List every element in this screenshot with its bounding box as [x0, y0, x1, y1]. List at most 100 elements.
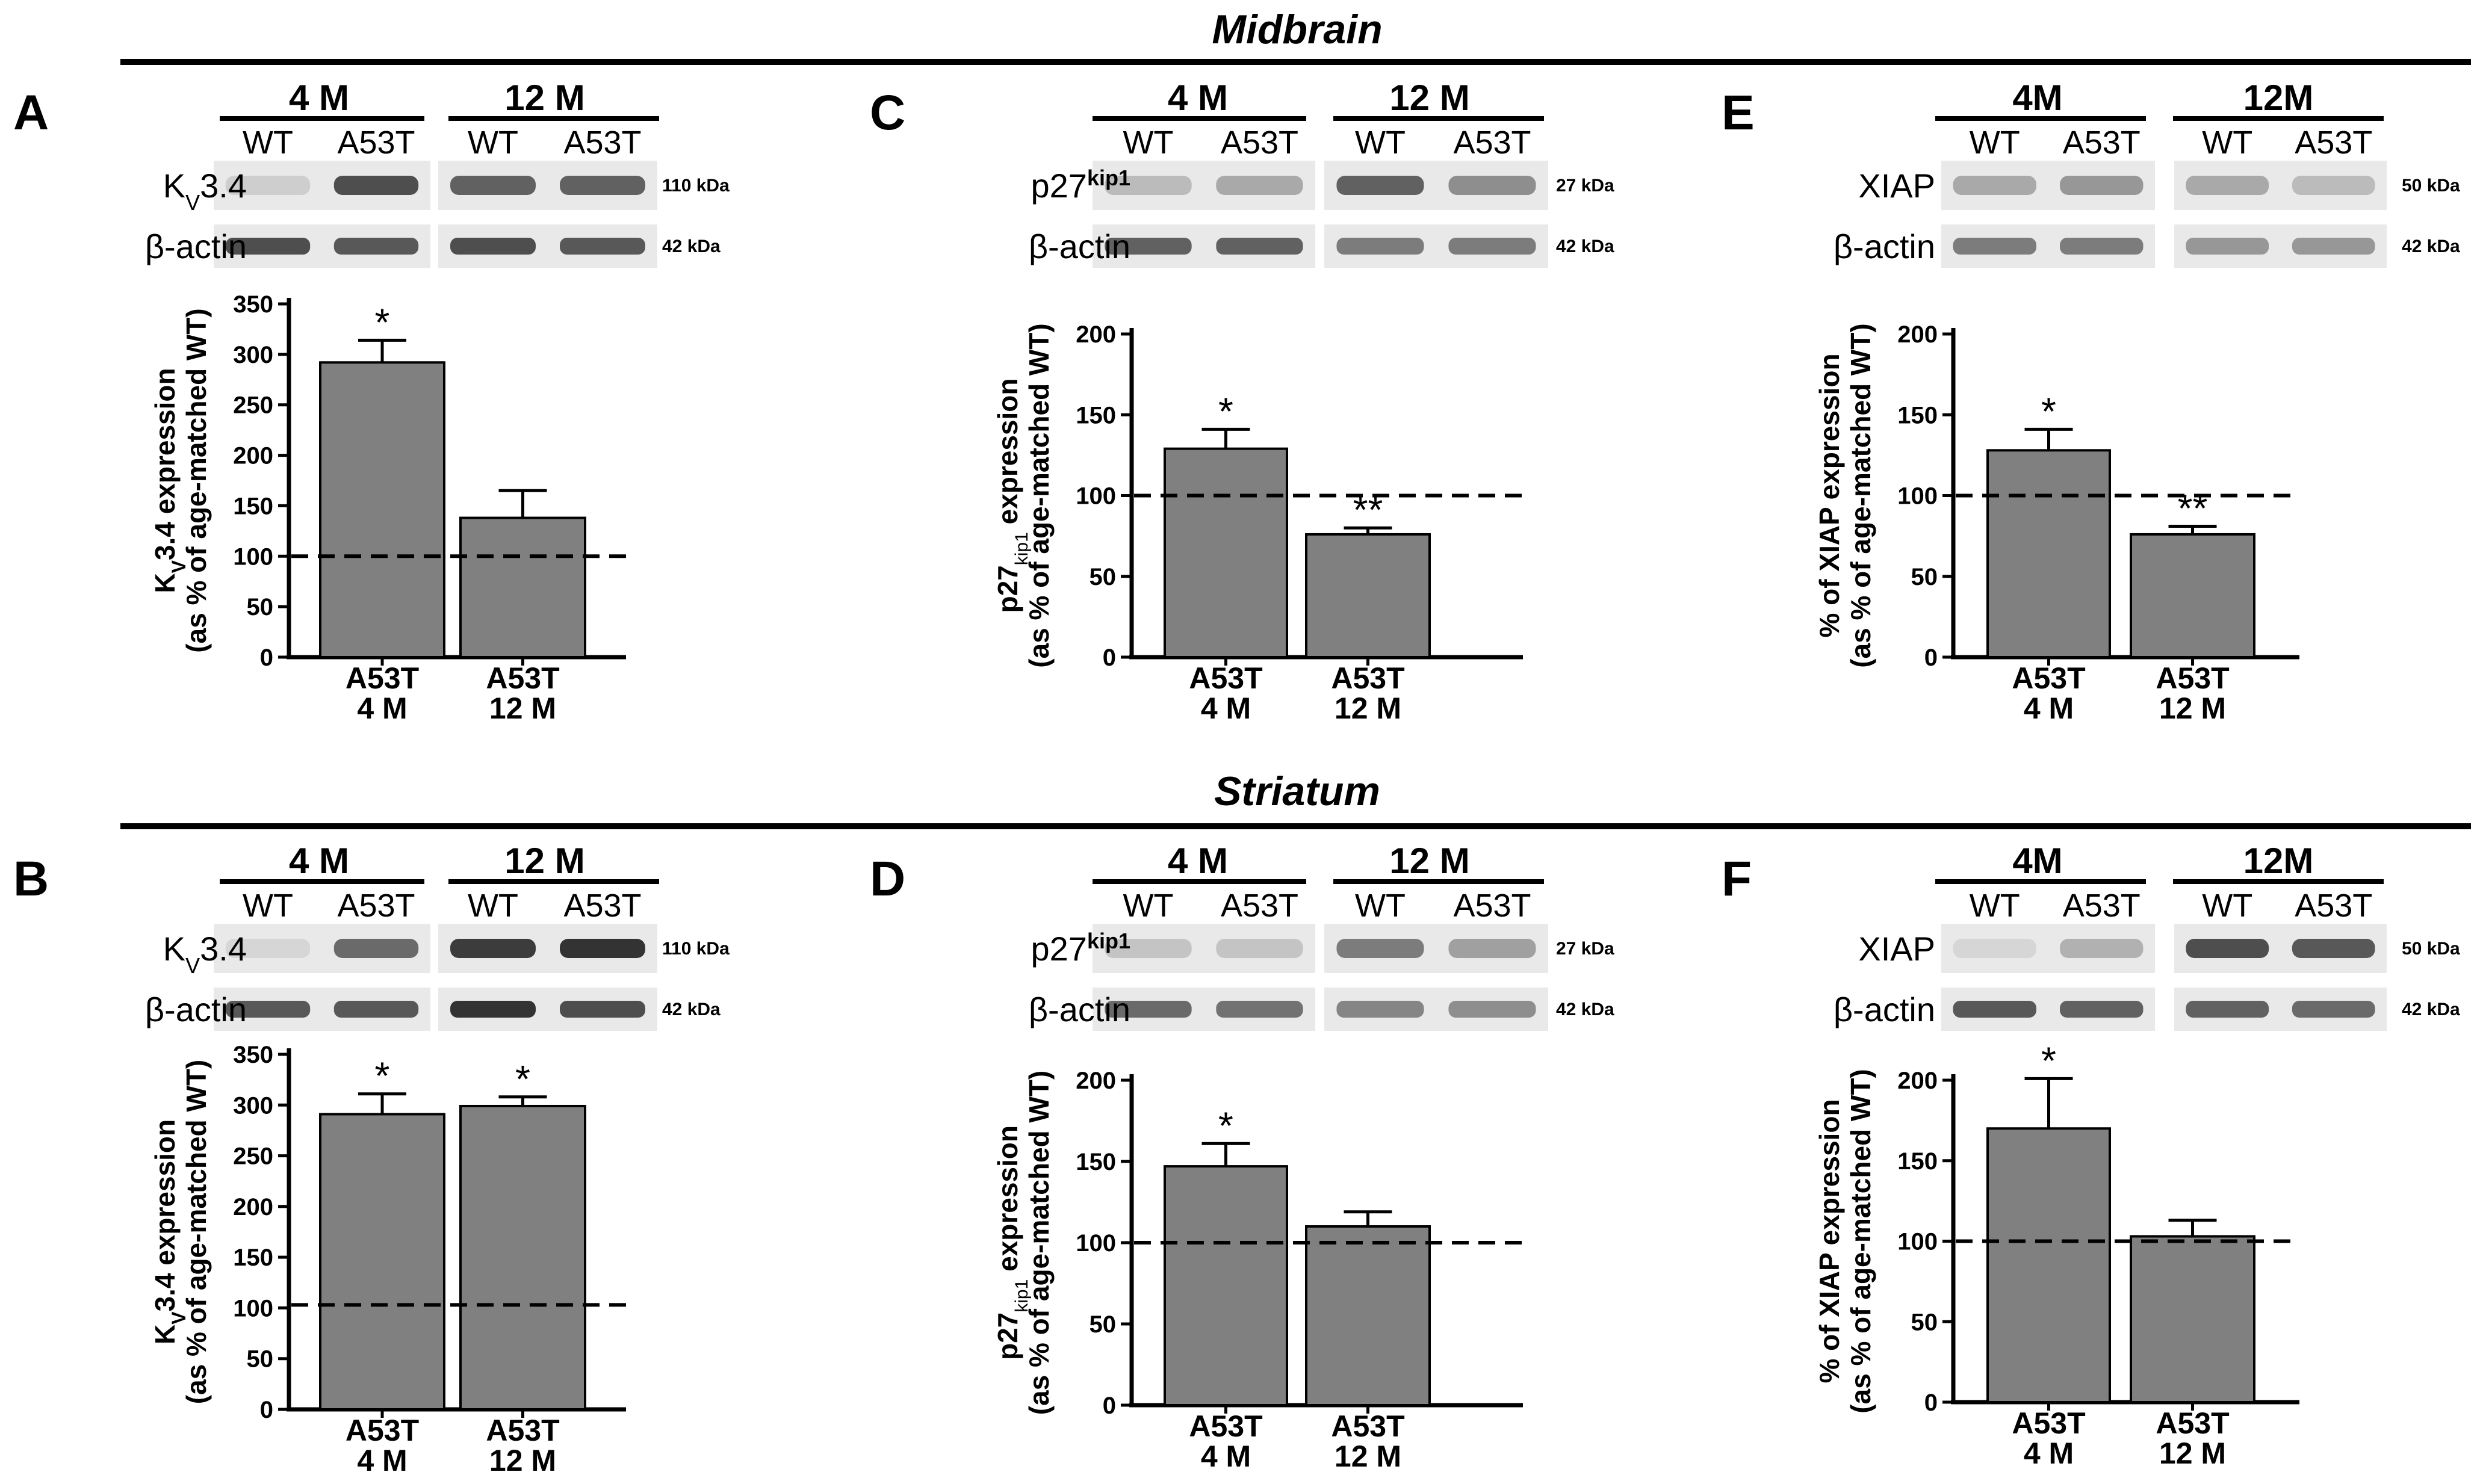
y-tick-label: 100 — [1897, 483, 1938, 510]
protein-label: XIAP — [1858, 930, 1935, 968]
panel-F: F 4M 12M WT A53T WT A53T XIAP β-actin 50 kDa 42 kD… — [1722, 841, 2460, 1470]
y-tick-label: 200 — [233, 443, 273, 469]
actin-band — [450, 238, 536, 255]
protein-label: KV3.4 — [163, 930, 247, 978]
protein-label: KV3.4 — [163, 167, 247, 215]
actin-band — [333, 1001, 419, 1018]
kda-label: 27 kDa — [1556, 939, 1614, 959]
x-category-label: A53T — [2012, 1406, 2085, 1440]
y-tick-label: 250 — [233, 392, 273, 419]
x-category-label: A53T — [1331, 661, 1404, 695]
significance-marker: * — [2041, 1039, 2056, 1082]
x-category-label: A53T — [1189, 1409, 1262, 1443]
panels: A 4 M 12 M WT A53T WT A53T KV3.4 β-actin 110 kDa 4… — [13, 78, 2460, 1477]
actin-band — [1448, 238, 1536, 255]
lane-label-wt: WT — [243, 888, 293, 924]
protein-label: XIAP — [1858, 167, 1935, 205]
x-category-label: 4 M — [1201, 691, 1251, 725]
x-category-label: A53T — [2012, 661, 2085, 695]
protein-band — [1105, 939, 1192, 958]
y-tick-label: 0 — [1103, 645, 1116, 671]
y-axis-label: (as % of age-matched WT) — [1845, 1069, 1876, 1414]
protein-band — [225, 939, 311, 958]
panel-D: D 4 M 12 M WT A53T WT A53T p27kip1 β-actin 27 kDa… — [870, 841, 1614, 1473]
lane-label-wt: WT — [1355, 125, 1406, 161]
panel-label: B — [13, 852, 49, 906]
panel-label: E — [1722, 85, 1755, 140]
protein-band — [2060, 939, 2144, 958]
y-tick-label: 50 — [1090, 564, 1117, 590]
age-header: 4 M — [289, 78, 349, 118]
protein-band — [333, 939, 419, 958]
y-tick-label: 0 — [260, 1397, 273, 1423]
y-tick-label: 50 — [1090, 1311, 1117, 1338]
actin-band — [2060, 238, 2144, 255]
y-tick-label: 0 — [1103, 1393, 1116, 1419]
y-axis-label: p27kip1 expression — [992, 1125, 1032, 1360]
significance-marker: * — [375, 300, 390, 344]
x-category-label: A53T — [2156, 1406, 2229, 1440]
protein-band — [560, 176, 645, 195]
actin-kda-label: 42 kDa — [2402, 1000, 2460, 1019]
lane-label-a53t: A53T — [1453, 125, 1531, 161]
y-axis-label: % of XIAP expression — [1814, 1099, 1845, 1383]
lane-label-a53t: A53T — [1221, 125, 1298, 161]
protein-band — [2186, 939, 2269, 958]
protein-band — [1105, 176, 1192, 195]
lane-label-a53t: A53T — [1221, 888, 1298, 924]
y-tick-label: 150 — [1897, 402, 1938, 428]
kda-label: 50 kDa — [2402, 176, 2460, 196]
lane-label-a53t: A53T — [563, 888, 641, 924]
actin-band — [560, 238, 645, 255]
actin-band — [2186, 238, 2269, 255]
y-tick-label: 200 — [1076, 1068, 1116, 1094]
protein-band — [2292, 176, 2375, 195]
bar — [459, 1104, 586, 1411]
bar — [319, 1113, 445, 1411]
protein-band — [1216, 176, 1303, 195]
lane-label-a53t: A53T — [2063, 888, 2141, 924]
actin-label: β-actin — [1834, 991, 1935, 1028]
age-header: 4 M — [1168, 841, 1228, 881]
actin-band — [1105, 238, 1192, 255]
significance-marker: ** — [2178, 487, 2208, 530]
x-category-label: 4 M — [357, 1444, 407, 1477]
actin-band — [225, 1001, 311, 1018]
protein-band — [1336, 939, 1424, 958]
y-axis-label: (as % of age-matched WT) — [1023, 323, 1055, 668]
bar — [1986, 1127, 2111, 1403]
lane-label-a53t: A53T — [337, 125, 415, 161]
panel-B: B 4 M 12 M WT A53T WT A53T KV3.4 β-actin 110 kDa 4… — [13, 841, 730, 1477]
lane-label-wt: WT — [2202, 125, 2252, 161]
significance-marker: * — [1218, 389, 1233, 433]
bar — [1164, 447, 1288, 658]
protein-band — [2292, 939, 2375, 958]
blot-strip — [2174, 224, 2387, 268]
x-category-label: 12 M — [2159, 1436, 2226, 1470]
y-tick-label: 150 — [233, 1244, 273, 1271]
kda-label: 27 kDa — [1556, 176, 1614, 196]
x-category-label: 12 M — [1335, 1439, 1401, 1473]
actin-kda-label: 42 kDa — [662, 237, 721, 256]
age-header: 4M — [2012, 841, 2062, 881]
protein-band — [2186, 176, 2269, 195]
y-tick-label: 100 — [1897, 1229, 1938, 1255]
x-category-label: A53T — [486, 1414, 559, 1447]
protein-band — [2060, 176, 2144, 195]
actin-band — [333, 238, 419, 255]
section-title-striatum: Striatum — [1214, 768, 1380, 814]
y-tick-label: 150 — [1076, 1149, 1116, 1175]
protein-band — [560, 939, 645, 958]
age-header: 12 M — [504, 78, 584, 118]
blot-strip — [1941, 924, 2155, 973]
protein-band — [1448, 939, 1536, 958]
y-tick-label: 200 — [1897, 1068, 1938, 1094]
protein-band — [1336, 176, 1424, 195]
actin-band — [1336, 1001, 1424, 1018]
lane-label-wt: WT — [1970, 888, 2020, 924]
x-category-label: 12 M — [489, 1444, 556, 1477]
x-category-label: 12 M — [1335, 691, 1401, 725]
actin-label: β-actin — [1834, 227, 1935, 265]
panel-C: C 4 M 12 M WT A53T WT A53T p27kip1 β-actin 27 kDa… — [870, 78, 1614, 725]
significance-marker: * — [515, 1057, 530, 1101]
